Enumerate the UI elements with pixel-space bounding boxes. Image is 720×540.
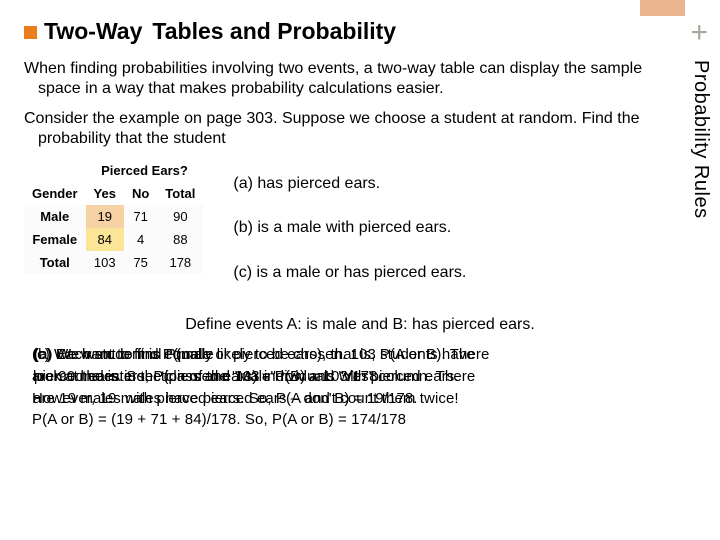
two-way-table: Pierced Ears? Gender Yes No Total Male 1… — [24, 159, 203, 306]
question-a: (a) has pierced ears. — [233, 173, 666, 195]
bullet-square-icon — [24, 26, 37, 39]
table-rowlabel-header: Gender — [24, 182, 86, 205]
overlap-line-1a: (a) We want to find P(male — [34, 346, 214, 363]
question-b: (b) is a male with pierced ears. — [233, 217, 666, 239]
cell: 84 — [86, 228, 124, 251]
cell: 19 — [86, 205, 124, 228]
cell: 90 — [157, 205, 203, 228]
question-list: (a) has pierced ears. (b) is a male with… — [203, 173, 666, 306]
row-label: Total — [24, 251, 86, 274]
title-right: Tables and Probability — [152, 18, 396, 45]
intro-paragraph-1: When finding probabilities involving two… — [24, 59, 696, 99]
table-row: Female 84 4 88 — [24, 228, 203, 251]
table-row: Male 19 71 90 — [24, 205, 203, 228]
cell: 75 — [124, 251, 157, 274]
question-c: (c) is a male or has pierced ears. — [233, 262, 666, 284]
decorative-top-block — [640, 0, 685, 16]
side-vertical-label: Probability Rules — [690, 60, 712, 360]
table-merge-header: Pierced Ears? — [86, 159, 204, 182]
cell: 4 — [124, 228, 157, 251]
overlapping-solution-text: (c) We want to find P(male or pierced ea… — [24, 344, 696, 431]
table-blank-corner — [24, 159, 86, 182]
row-label: Male — [24, 205, 86, 228]
intro-paragraph-2: Consider the example on page 303. Suppos… — [24, 109, 696, 149]
cell: 178 — [157, 251, 203, 274]
define-events: Define events A: is male and B: has pier… — [24, 316, 696, 334]
cell: 71 — [124, 205, 157, 228]
table-col-2: Total — [157, 182, 203, 205]
cell: 88 — [157, 228, 203, 251]
slide-title: Two-Way Tables and Probability — [24, 18, 696, 45]
table-col-1: No — [124, 182, 157, 205]
table-col-0: Yes — [86, 182, 124, 205]
title-left: Two-Way — [44, 18, 142, 45]
cell: 103 — [86, 251, 124, 274]
table-row: Total 103 75 178 — [24, 251, 203, 274]
overlap-line-2a: pierced ears. So, P(pierced ears) = P(B)… — [34, 368, 382, 385]
plus-icon: + — [690, 16, 708, 50]
row-label: Female — [24, 228, 86, 251]
